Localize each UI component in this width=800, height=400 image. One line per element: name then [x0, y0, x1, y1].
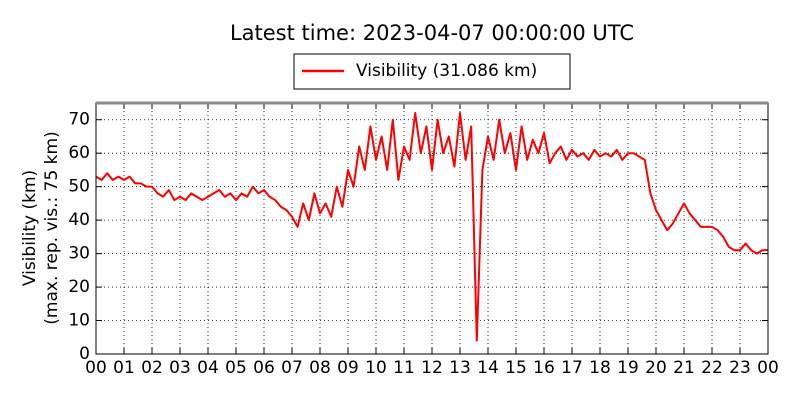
y-tick-label: 50 [68, 177, 90, 197]
x-tick-label: 10 [365, 358, 387, 378]
x-tick-label: 18 [589, 358, 611, 378]
x-tick-label: 07 [281, 358, 303, 378]
x-tick-label: 04 [197, 358, 219, 378]
x-tick-label: 16 [533, 358, 555, 378]
x-tick-label: 05 [225, 358, 247, 378]
x-tick-label: 13 [449, 358, 471, 378]
y-tick-label: 10 [68, 311, 90, 331]
x-tick-label: 23 [729, 358, 751, 378]
x-tick-label: 00 [757, 358, 779, 378]
x-tick-label: 17 [561, 358, 583, 378]
legend-label: Visibility (31.086 km) [356, 61, 537, 81]
x-tick-label: 06 [253, 358, 275, 378]
x-tick-label: 15 [505, 358, 527, 378]
y-axis-label: (max. rep. vis.: 75 km) [42, 131, 62, 324]
x-tick-label: 12 [421, 358, 443, 378]
x-tick-label: 02 [141, 358, 163, 378]
x-tick-label: 00 [85, 358, 107, 378]
x-tick-label: 19 [617, 358, 639, 378]
y-tick-label: 70 [68, 110, 90, 130]
data-line [95, 112, 769, 342]
y-axis-label: Visibility (km) [20, 170, 40, 286]
chart-title: Latest time: 2023-04-07 00:00:00 UTC [230, 21, 634, 45]
x-tick-label: 22 [701, 358, 723, 378]
y-tick-label: 60 [68, 143, 90, 163]
x-tick-label: 01 [113, 358, 135, 378]
x-tick-label: 09 [337, 358, 359, 378]
x-tick-label: 20 [645, 358, 667, 378]
x-tick-label: 14 [477, 358, 499, 378]
y-tick-label: 40 [68, 210, 90, 230]
y-tick-label: 30 [68, 244, 90, 264]
x-tick-label: 03 [169, 358, 191, 378]
x-tick-label: 21 [673, 358, 695, 378]
x-tick-label: 08 [309, 358, 331, 378]
y-tick-label: 0 [79, 344, 90, 364]
y-tick-label: 20 [68, 277, 90, 297]
x-tick-label: 11 [393, 358, 415, 378]
